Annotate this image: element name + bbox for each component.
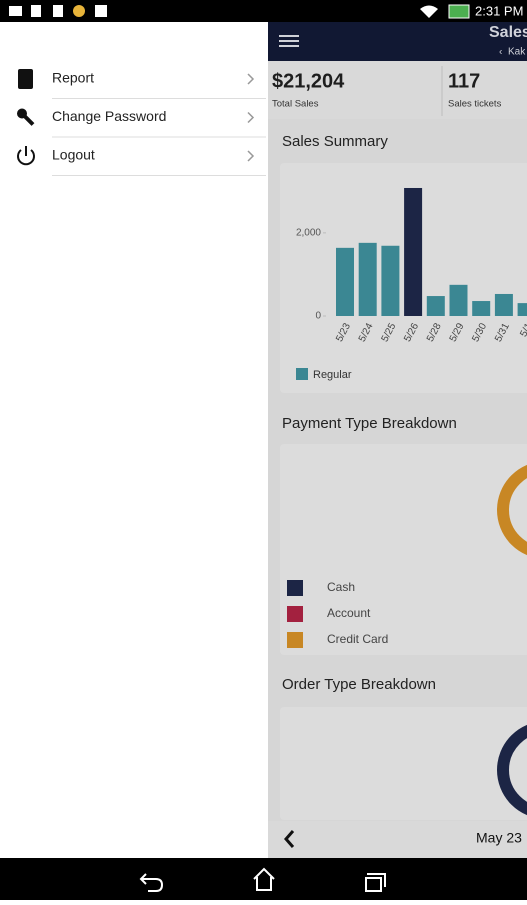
wifi-icon	[420, 5, 438, 18]
chevron	[247, 73, 255, 85]
chart-card	[280, 163, 527, 393]
bar	[494, 293, 513, 316]
stat-label: Sales tickets	[448, 99, 502, 110]
status-icon	[31, 5, 41, 17]
legend-label: Regular	[313, 369, 352, 381]
header-subtitle: Kak	[508, 47, 526, 58]
chevron	[247, 111, 255, 124]
header-chevron: ‹	[499, 47, 502, 58]
clock: 2:31 PM	[475, 3, 523, 18]
app-header	[268, 22, 527, 61]
legend-label: Account	[327, 606, 371, 620]
legend-label: Cash	[327, 580, 355, 594]
chevron	[247, 150, 255, 162]
stat-value: $21,204	[272, 70, 345, 92]
menu-item[interactable]: Logout	[17, 146, 266, 176]
legend-swatch	[287, 632, 303, 648]
menu-item[interactable]: Report	[18, 69, 266, 99]
stat-label: Total Sales	[272, 99, 319, 110]
home-button[interactable]	[253, 867, 275, 891]
status-icon	[73, 5, 85, 17]
drawer-menu: Report Change Password Logout	[17, 69, 266, 176]
legend: Cash Account Credit Card	[287, 580, 388, 648]
section-title: Sales Summary	[282, 133, 388, 150]
legend-swatch	[296, 368, 308, 380]
legend-swatch	[287, 606, 303, 622]
bar	[449, 284, 468, 316]
menu-label: Logout	[52, 147, 95, 163]
menu-label: Report	[52, 70, 94, 86]
y-tick-label: 0	[315, 311, 321, 322]
recents-button[interactable]	[365, 873, 386, 892]
drawer	[0, 22, 268, 858]
date-bar	[268, 821, 527, 858]
menu-item[interactable]: Change Password	[17, 108, 266, 138]
back-button[interactable]	[139, 873, 164, 892]
x-tick-label: 5/1	[518, 321, 527, 339]
key-icon	[20, 112, 35, 126]
stat-value: 117	[448, 70, 480, 92]
menu-label: Change Password	[52, 108, 166, 124]
header-title: Sales	[489, 24, 527, 41]
section-title: Payment Type Breakdown	[282, 415, 457, 432]
bar	[426, 296, 445, 316]
status-icon	[9, 6, 22, 16]
prev-button[interactable]	[284, 830, 295, 848]
status-icon	[95, 5, 107, 17]
menu-button[interactable]	[279, 35, 299, 47]
bar	[381, 245, 400, 316]
power-icon	[17, 146, 35, 166]
section-title: Order Type Breakdown	[282, 676, 436, 693]
bar	[517, 303, 527, 316]
battery-icon	[448, 4, 470, 19]
status-icon	[53, 5, 63, 17]
status-bar	[0, 0, 527, 22]
legend-label: Credit Card	[327, 632, 388, 646]
report-icon	[18, 69, 33, 89]
bar	[336, 247, 354, 316]
bar	[358, 242, 377, 316]
stats-panel	[268, 61, 527, 119]
nav-bar	[0, 858, 527, 900]
legend-swatch	[287, 580, 303, 596]
donut	[497, 464, 527, 556]
chart-card	[280, 444, 527, 655]
bar	[404, 187, 423, 316]
donut	[497, 724, 527, 816]
bar	[472, 301, 491, 316]
chart-card	[280, 707, 527, 820]
y-tick-label: 2,000	[296, 228, 321, 239]
date-label: May 23	[476, 830, 522, 846]
